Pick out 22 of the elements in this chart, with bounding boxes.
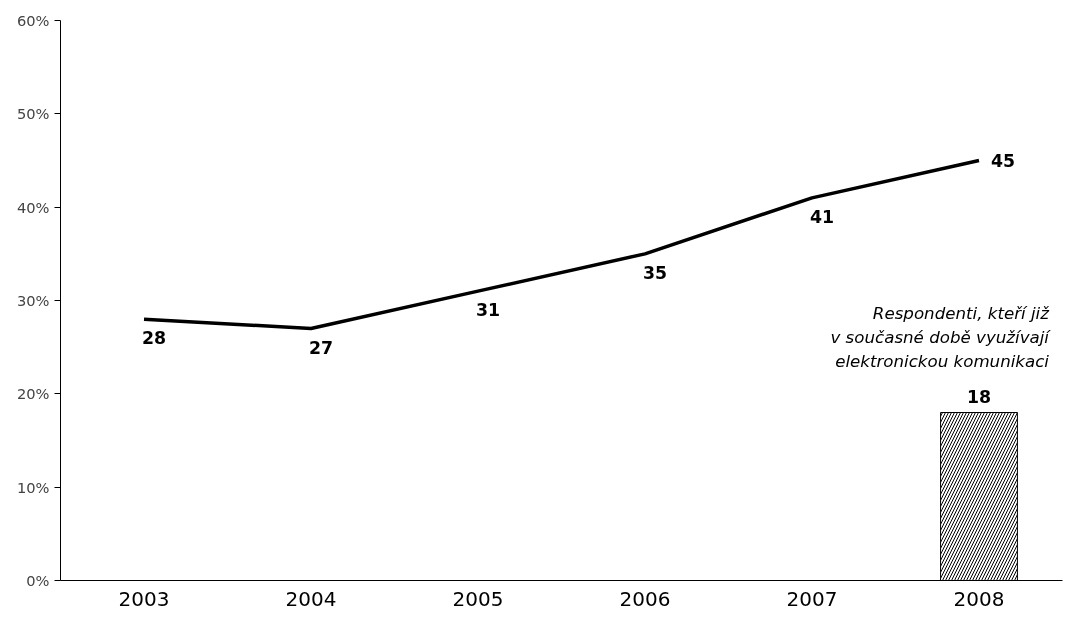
y-tick-label: 50% bbox=[16, 105, 50, 123]
x-tick-label: 2004 bbox=[285, 586, 337, 611]
data-label: 41 bbox=[809, 206, 835, 227]
x-tick-label: 2005 bbox=[452, 586, 504, 611]
x-tick-label: 2006 bbox=[619, 586, 671, 611]
data-label: 35 bbox=[642, 262, 668, 283]
data-label: 27 bbox=[308, 337, 334, 358]
x-tick-label: 2008 bbox=[953, 586, 1005, 611]
x-tick-label: 2003 bbox=[118, 586, 170, 611]
y-tick-label: 20% bbox=[16, 385, 50, 403]
y-tick-label: 10% bbox=[16, 478, 50, 496]
y-tick-label: 0% bbox=[26, 572, 50, 589]
data-label: 31 bbox=[475, 300, 501, 321]
data-label: 28 bbox=[141, 328, 167, 349]
annotation: Respondenti, kteří již v současné době využívají elektronickou komunikaci bbox=[830, 304, 1052, 371]
data-label: 45 bbox=[991, 151, 1016, 171]
y-tick-label: 40% bbox=[16, 198, 50, 216]
data-label: 18 bbox=[966, 386, 992, 407]
y-tick-label: 60% bbox=[16, 12, 50, 29]
x-tick-label: 2007 bbox=[786, 586, 838, 611]
y-tick-label: 30% bbox=[16, 292, 50, 309]
line-series bbox=[142, 158, 981, 331]
